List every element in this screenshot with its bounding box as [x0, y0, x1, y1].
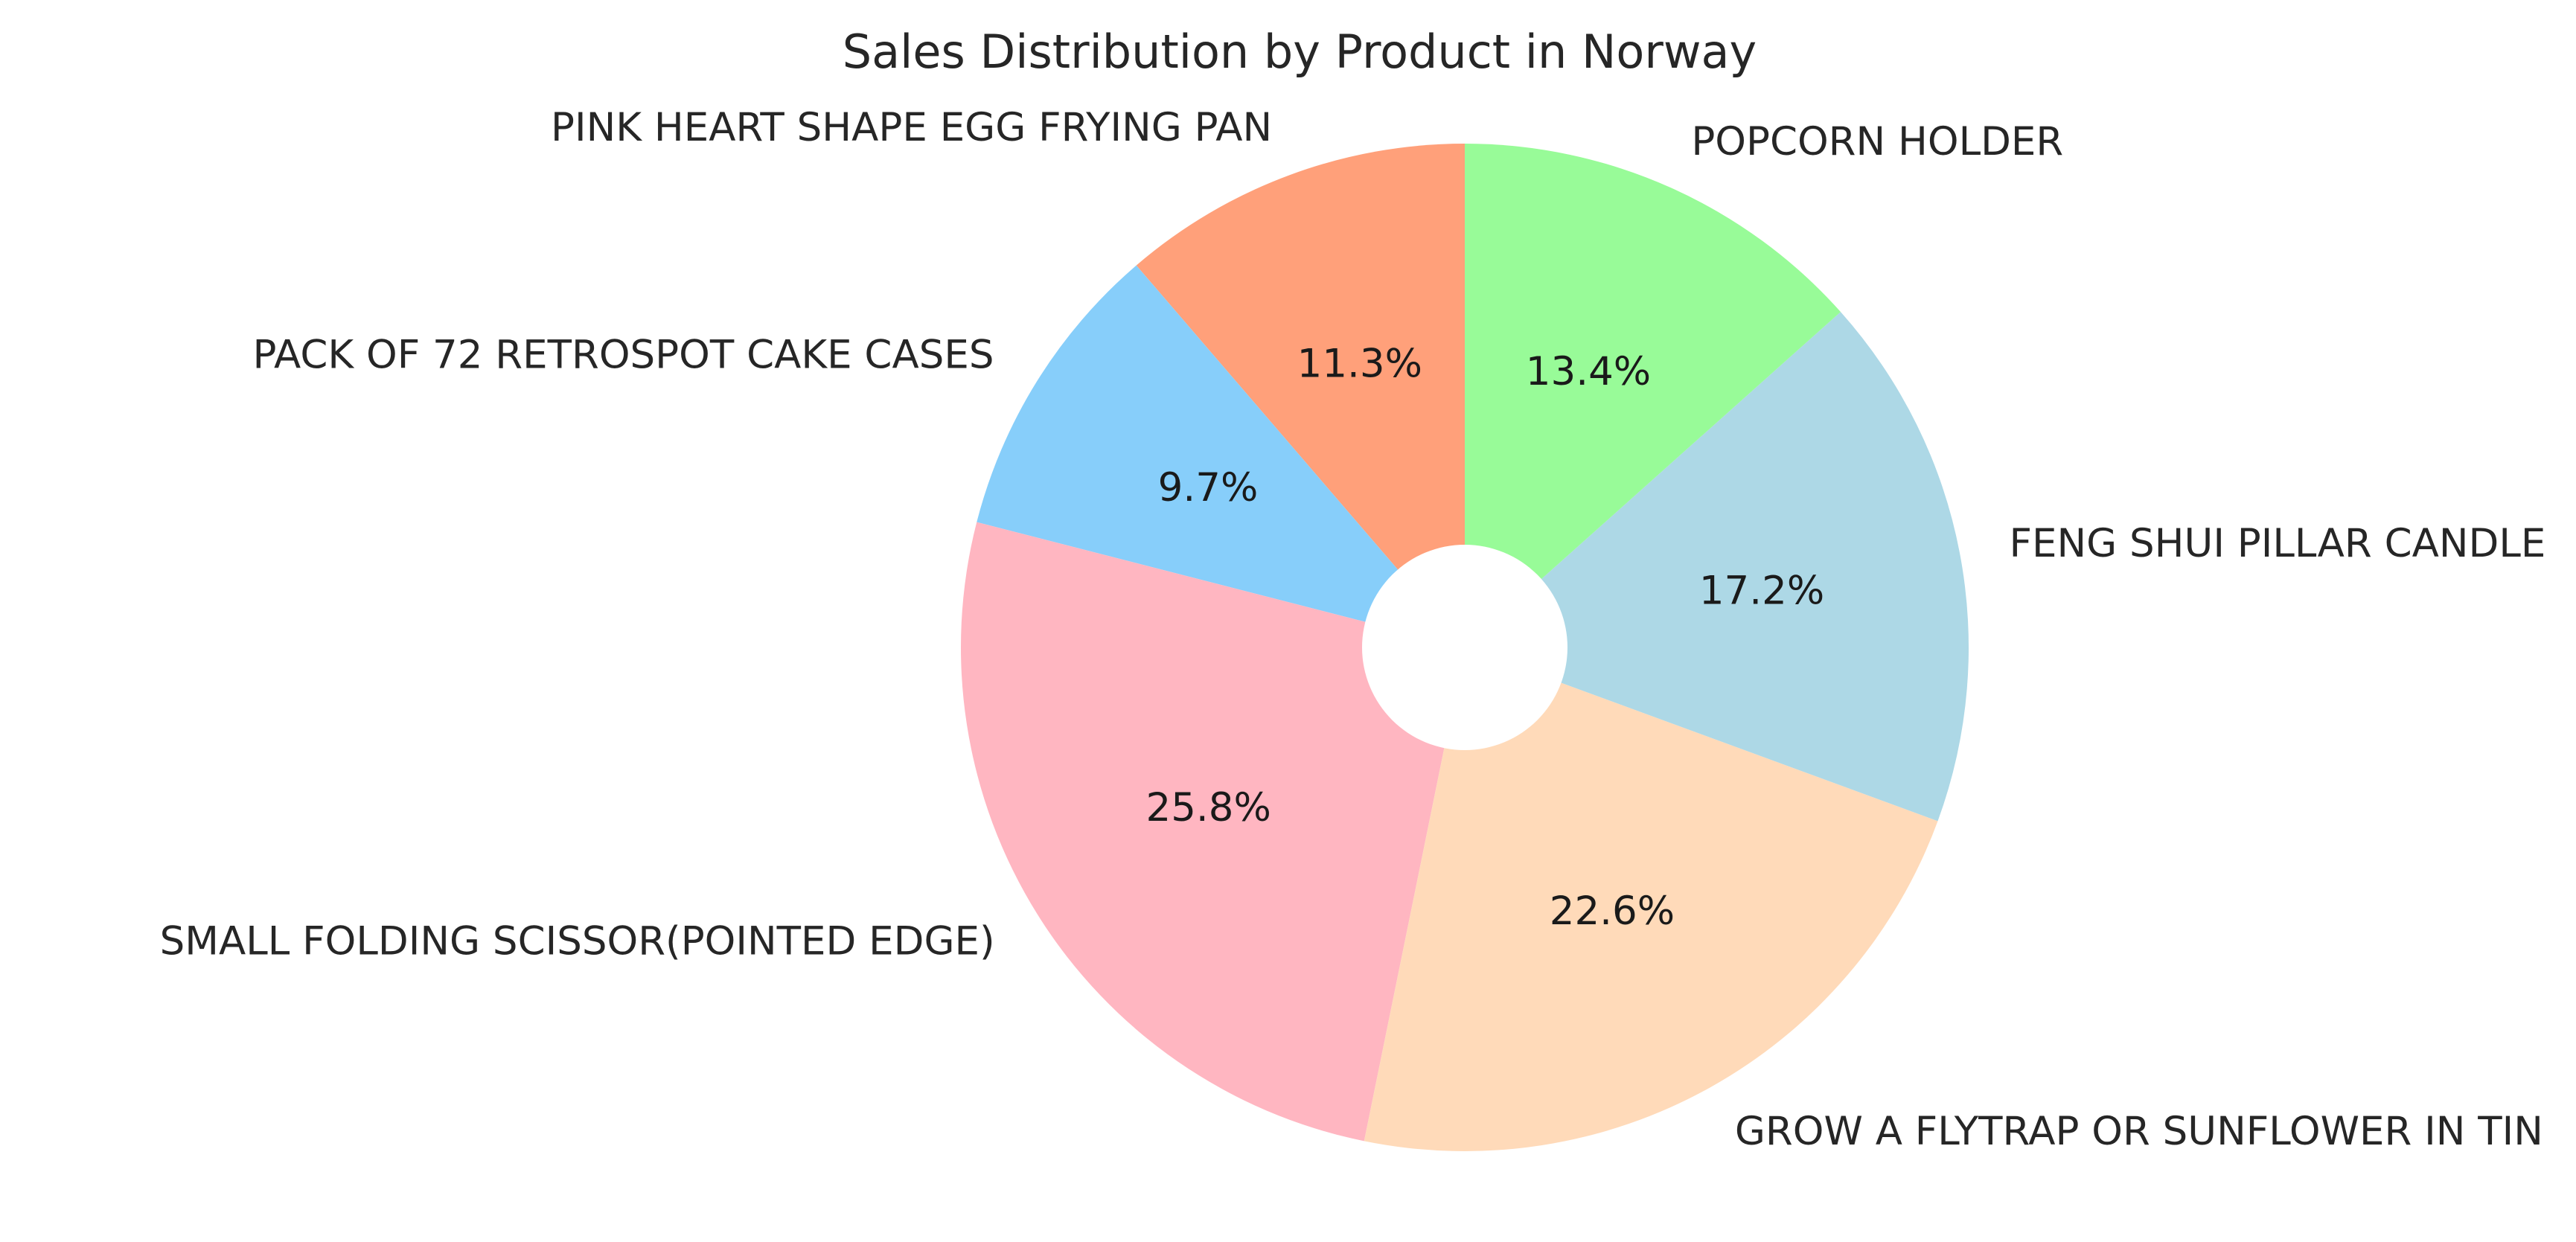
slice-percent-label: 9.7%	[1158, 465, 1259, 510]
pie-slice-small-folding-scissor-pointed-edge	[961, 522, 1465, 1142]
pie-slice-pink-heart-shape-egg-frying-pan	[1136, 144, 1465, 647]
slice-percent-label: 13.4%	[1526, 349, 1651, 394]
slice-percent-label: 22.6%	[1550, 889, 1675, 934]
slice-labels: PINK HEART SHAPE EGG FRYING PAN PACK OF 7…	[160, 105, 2546, 1154]
pie-slice-popcorn-holder	[1465, 144, 1841, 647]
percentage-labels: 11.3% 9.7% 25.8% 22.6% 17.2% 13.4%	[1145, 342, 1824, 935]
pie-slice-grow-a-flytrap-or-sunflower-in-tin	[1364, 647, 1938, 1151]
pie-slices	[961, 144, 1969, 1151]
slice-category-label: POPCORN HOLDER	[1691, 119, 2063, 164]
slice-category-label: SMALL FOLDING SCISSOR(POINTED EDGE)	[160, 919, 995, 964]
slice-percent-label: 11.3%	[1297, 342, 1422, 387]
slice-category-label: GROW A FLYTRAP OR SUNFLOWER IN TIN	[1735, 1109, 2543, 1154]
chart-title: Sales Distribution by Product in Norway	[843, 25, 1757, 79]
pie-slice-pack-of-72-retrospot-cake-cases	[977, 265, 1465, 647]
pie-slice-feng-shui-pillar-candle	[1465, 312, 1969, 822]
slice-category-label: PINK HEART SHAPE EGG FRYING PAN	[551, 105, 1272, 150]
slice-category-label: FENG SHUI PILLAR CANDLE	[2010, 521, 2546, 566]
slice-percent-label: 17.2%	[1699, 568, 1824, 613]
donut-hole	[1362, 545, 1567, 750]
slice-category-label: PACK OF 72 RETROSPOT CAKE CASES	[252, 332, 994, 377]
slice-percent-label: 25.8%	[1145, 785, 1271, 830]
